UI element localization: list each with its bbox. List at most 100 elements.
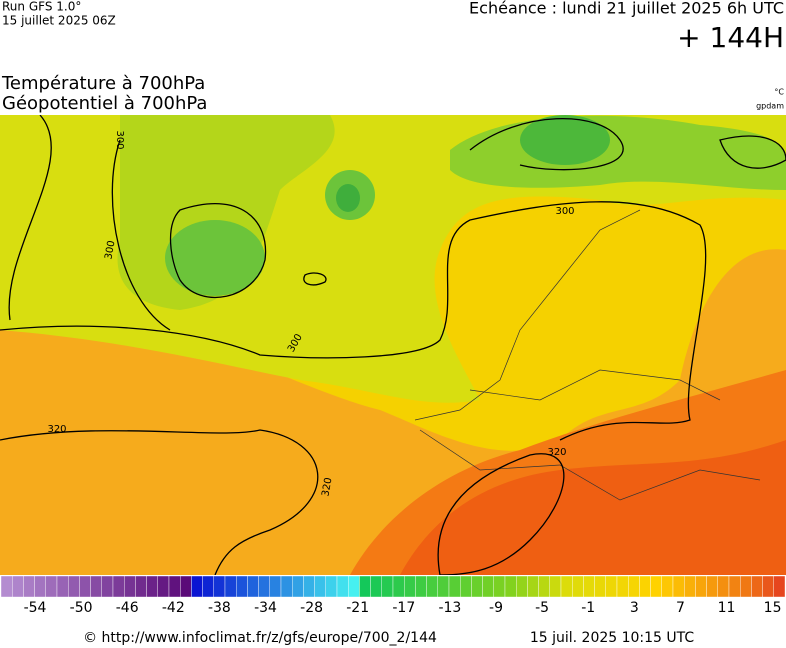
colorbar-swatch xyxy=(560,575,573,598)
colorbar-swatch xyxy=(415,575,427,598)
run-date: 15 juillet 2025 06Z xyxy=(2,14,116,28)
colorbar-swatch xyxy=(101,575,114,598)
colorbar-swatch xyxy=(549,575,562,598)
colorbar-label: -17 xyxy=(392,600,415,616)
colorbar-swatch xyxy=(594,575,606,598)
contour-label: 320 xyxy=(47,424,66,435)
colorbar-swatch xyxy=(728,575,741,598)
colorbar-swatch xyxy=(650,575,662,598)
colorbar-swatch xyxy=(527,575,539,598)
colorbar-swatch xyxy=(493,575,506,598)
colorbar-swatch xyxy=(504,575,517,598)
colorbar-label: -28 xyxy=(300,600,323,616)
colorbar-swatch xyxy=(325,575,338,598)
unit-geopotential: gpdam xyxy=(756,102,784,111)
colorbar-swatch xyxy=(616,575,629,598)
colorbar-swatch xyxy=(717,575,730,598)
colorbar-swatch xyxy=(437,575,450,598)
colorbar-swatch xyxy=(404,575,416,598)
colorbar-swatch xyxy=(45,575,58,598)
colorbar-swatch xyxy=(516,575,528,598)
lead-time: + 144H xyxy=(677,21,784,54)
colorbar-swatch xyxy=(179,575,192,598)
title-geopotential: Géopotentiel à 700hPa xyxy=(2,93,207,114)
colorbar-swatch xyxy=(348,575,360,598)
colorbar-label: -5 xyxy=(535,600,549,616)
colorbar-swatch xyxy=(123,575,136,598)
colorbar-swatch xyxy=(56,575,69,598)
colorbar-swatch xyxy=(538,575,550,598)
colorbar-swatch xyxy=(661,575,674,598)
colorbar-label: 15 xyxy=(764,600,782,616)
colorbar-swatch xyxy=(684,575,696,598)
colorbar-swatch xyxy=(34,575,46,598)
contour-label: 300 xyxy=(103,240,117,261)
colorbar-swatch xyxy=(191,575,203,598)
unit-temperature: °C xyxy=(774,88,784,97)
colorbar-swatch xyxy=(146,575,159,598)
coastline xyxy=(414,209,761,501)
colorbar-label: -50 xyxy=(70,600,93,616)
colorbar-swatch xyxy=(572,575,584,598)
contour-line xyxy=(0,115,707,441)
colorbar-label: -54 xyxy=(24,600,47,616)
colorbar-swatch xyxy=(426,575,439,598)
colorbar-swatch xyxy=(381,575,394,598)
colorbar-label: 11 xyxy=(718,600,736,616)
colorbar-swatch xyxy=(773,575,786,598)
colorbar-swatch xyxy=(628,575,640,598)
colorbar-swatch xyxy=(706,575,718,598)
cold-core xyxy=(520,115,610,165)
colorbar-swatch xyxy=(90,575,102,598)
colorbar-label: 3 xyxy=(630,600,639,616)
colorbar-swatch xyxy=(672,575,685,598)
cold-core xyxy=(165,220,265,296)
colorbar-label: -46 xyxy=(116,600,139,616)
colorbar-swatch xyxy=(639,575,651,598)
colorbar-swatch xyxy=(168,575,181,598)
contour-line xyxy=(169,203,327,299)
colorbar: -54 -50 -46 -42 -38 -34 -28 -21 -17 -13 -9 -5 -1 3 7 11… xyxy=(0,575,786,616)
colorbar-swatch xyxy=(213,575,226,598)
colorbar-label: -21 xyxy=(346,600,369,616)
colorbar-swatch xyxy=(79,575,91,598)
contour-line xyxy=(0,429,565,575)
colorbar-swatch xyxy=(370,575,383,598)
colorbar-swatch xyxy=(751,575,763,598)
colorbar-swatch xyxy=(224,575,237,598)
colorbar-label: -38 xyxy=(208,600,231,616)
footer-date: 15 juil. 2025 10:15 UTC xyxy=(530,630,695,646)
colorbar-swatch xyxy=(135,575,147,598)
contour-line xyxy=(469,118,786,171)
footer-source: © http://www.infoclimat.fr/z/gfs/europe/… xyxy=(83,630,437,646)
title-temperature: Température à 700hPa xyxy=(1,73,205,94)
colorbar-swatch xyxy=(583,575,595,598)
colorbar-label: -9 xyxy=(489,600,503,616)
colorbar-swatch xyxy=(67,575,80,598)
contour-label: 300 xyxy=(555,206,574,217)
colorbar-swatch xyxy=(336,575,349,598)
colorbar-swatch xyxy=(23,575,35,598)
colorbar-swatch xyxy=(460,575,472,598)
colorbar-label: 7 xyxy=(676,600,685,616)
colorbar-swatch xyxy=(314,575,327,598)
colorbar-swatch xyxy=(359,575,371,598)
colorbar-swatch xyxy=(157,575,170,598)
colorbar-swatch xyxy=(740,575,752,598)
valid-time: Echéance : lundi 21 juillet 2025 6h UTC xyxy=(469,0,784,18)
colorbar-swatch xyxy=(482,575,495,598)
colorbar-swatch xyxy=(247,575,259,598)
colorbar-swatch xyxy=(235,575,248,598)
colorbar-label: -1 xyxy=(581,600,595,616)
colorbar-swatch xyxy=(280,575,293,598)
colorbar-swatch xyxy=(605,575,618,598)
colorbar-swatch xyxy=(11,575,24,598)
colorbar-swatch xyxy=(202,575,215,598)
colorbar-swatch xyxy=(303,575,315,598)
colorbar-swatch xyxy=(269,575,282,598)
colorbar-swatch xyxy=(695,575,707,598)
colorbar-swatch xyxy=(258,575,271,598)
contour-label: 320 xyxy=(320,477,334,498)
